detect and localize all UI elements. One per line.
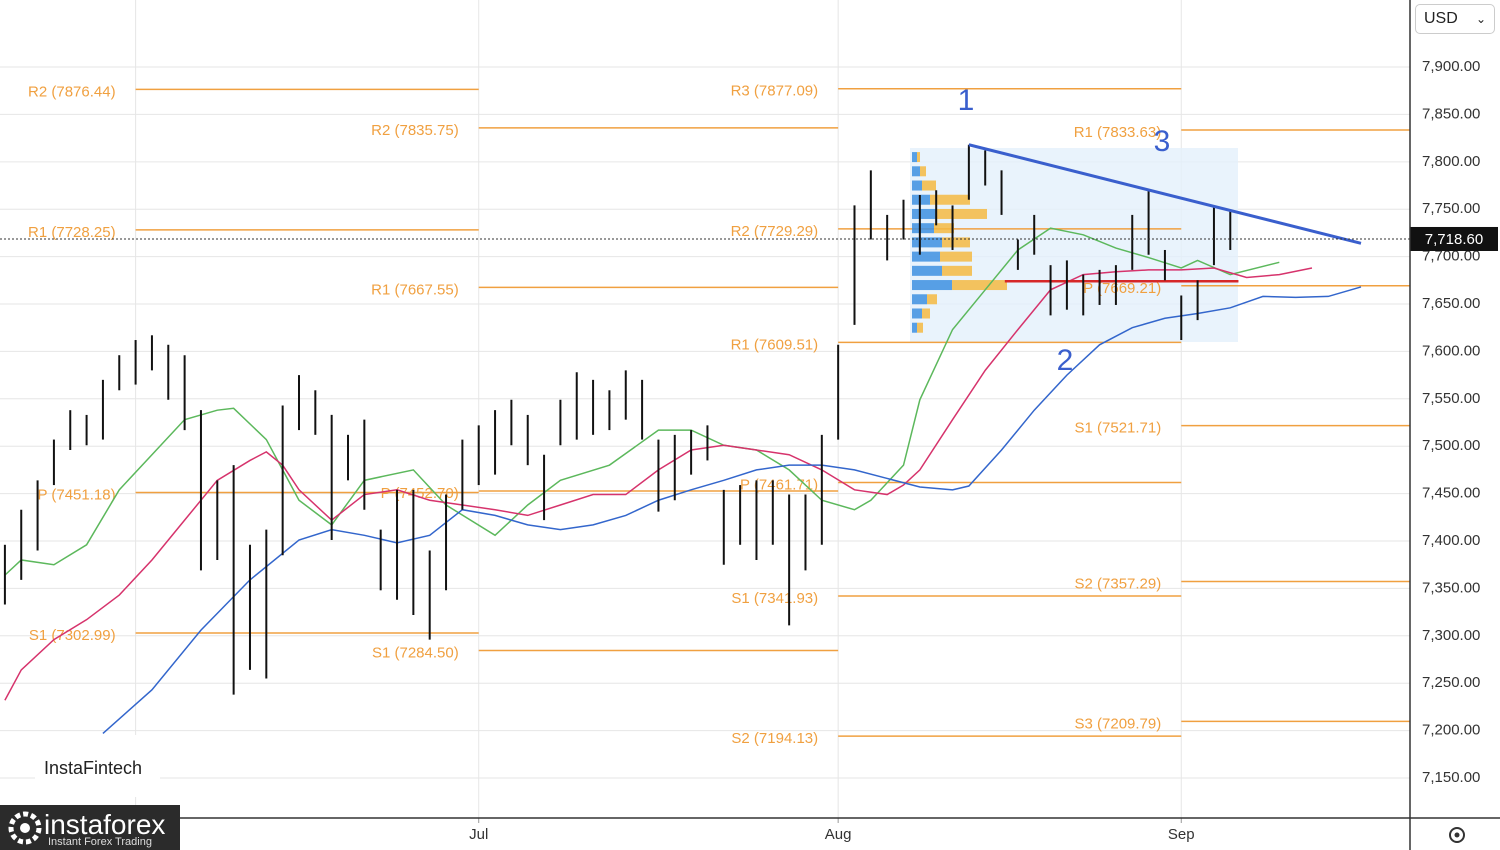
profile-buy — [912, 180, 922, 191]
profile-sell — [942, 265, 972, 276]
logo-name: instaforex — [44, 809, 166, 840]
pivot-label: R2 (7835.75) — [371, 122, 459, 139]
pivot-label: P (7461.71) — [740, 476, 818, 493]
settings-icon[interactable] — [1449, 827, 1465, 843]
pivot-label: S1 (7521.71) — [1075, 420, 1162, 437]
profile-buy — [912, 322, 917, 333]
profile-buy — [912, 223, 934, 234]
currency: USD — [1424, 10, 1458, 27]
y-tick-label: 7,450.00 — [1422, 485, 1480, 502]
moving-average — [102, 286, 1362, 735]
pivot-label: R2 (7876.44) — [28, 83, 116, 100]
profile-sell — [920, 166, 926, 177]
pivot-label: R1 (7609.51) — [731, 336, 819, 353]
y-tick-label: 7,750.00 — [1422, 200, 1480, 217]
x-tick-label: Aug — [825, 826, 852, 843]
pivot-label: S1 (7284.50) — [372, 644, 459, 661]
logo: instaforex Instant Forex Trading — [0, 805, 180, 850]
x-tick-label: Sep — [1168, 826, 1195, 843]
profile-buy — [912, 237, 942, 248]
profile-sell — [922, 180, 936, 191]
profile-buy — [912, 280, 952, 291]
profile-sell — [942, 237, 970, 248]
y-tick-label: 7,850.00 — [1422, 105, 1480, 122]
profile-sell — [934, 223, 954, 234]
y-tick-label: 7,900.00 — [1422, 58, 1480, 75]
y-tick-label: 7,300.00 — [1422, 627, 1480, 644]
profile-sell — [927, 294, 937, 305]
settings-icon-dot — [1454, 832, 1460, 838]
y-tick-label: 7,650.00 — [1422, 295, 1480, 312]
profile-buy — [912, 166, 920, 177]
profile-sell — [940, 251, 972, 262]
profile-sell — [917, 322, 923, 333]
profile-buy — [912, 265, 942, 276]
y-tick-label: 7,500.00 — [1422, 437, 1480, 454]
y-tick-label: 7,400.00 — [1422, 532, 1480, 549]
profile-buy — [912, 194, 930, 205]
pivot-label: R1 (7728.25) — [28, 224, 116, 241]
profile-sell — [930, 194, 970, 205]
pivot-label: R1 (7667.55) — [371, 281, 459, 298]
profile-buy — [912, 308, 922, 319]
y-tick-label: 7,600.00 — [1422, 342, 1480, 359]
wave-label: 1 — [958, 84, 975, 117]
logo-icon — [8, 811, 42, 845]
pivot-label: R2 (7729.29) — [731, 223, 819, 240]
moving-average — [4, 267, 1313, 701]
y-tick-label: 7,200.00 — [1422, 722, 1480, 739]
pivot-label: S2 (7357.29) — [1075, 575, 1162, 592]
x-tick-label: Jul — [469, 826, 488, 843]
pivot-label: R3 (7877.09) — [731, 83, 819, 100]
profile-sell — [922, 308, 930, 319]
dropdown-arrow: ⌄ — [1475, 12, 1486, 26]
pivot-label: S1 (7302.99) — [29, 627, 116, 644]
profile-buy — [912, 294, 927, 305]
last-price-label: 7,718.60 — [1425, 231, 1483, 248]
y-tick-label: 7,350.00 — [1422, 579, 1480, 596]
y-tick-label: 7,150.00 — [1422, 769, 1480, 786]
y-tick-label: 7,250.00 — [1422, 674, 1480, 691]
y-tick-label: 7,700.00 — [1422, 248, 1480, 265]
profile-buy — [912, 208, 937, 219]
wave-label: 3 — [1154, 125, 1171, 158]
wave-label: 2 — [1057, 344, 1074, 377]
profile-buy — [912, 152, 917, 163]
pivot-label: S1 (7341.93) — [731, 590, 818, 607]
y-tick-label: 7,550.00 — [1422, 390, 1480, 407]
pivot-label: P (7451.18) — [37, 486, 115, 503]
logo-tagline: Instant Forex Trading — [48, 836, 152, 848]
pivot-label: R1 (7833.63) — [1074, 124, 1162, 141]
pivot-label: S3 (7209.79) — [1075, 715, 1162, 732]
profile-sell — [917, 152, 920, 163]
watermark: InstaFintech — [35, 735, 160, 797]
profile-sell — [937, 208, 987, 219]
profile-buy — [912, 251, 940, 262]
pivot-label: P (7669.21) — [1083, 280, 1161, 297]
profile-sell — [952, 280, 1007, 291]
trendline — [968, 143, 1362, 245]
pivot-label: S2 (7194.13) — [731, 730, 818, 747]
y-tick-label: 7,800.00 — [1422, 153, 1480, 170]
last-price-box — [1410, 226, 1498, 251]
currency-select[interactable]: USD ⌄ — [1415, 4, 1495, 34]
